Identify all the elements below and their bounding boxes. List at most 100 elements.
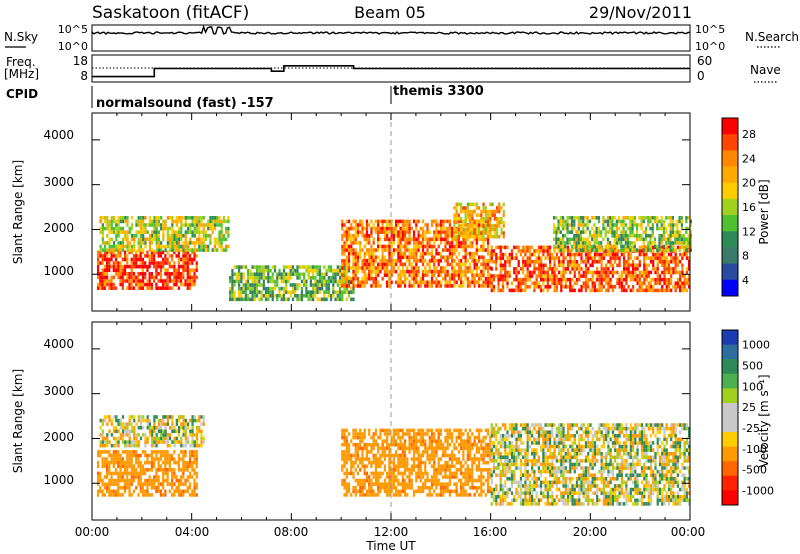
power-cell (350, 297, 353, 302)
power-cell (300, 272, 304, 277)
power-cell (406, 219, 409, 224)
power-cell (495, 252, 498, 257)
power-cell (141, 257, 145, 262)
power-cell (495, 227, 499, 232)
power-cell (354, 262, 357, 267)
velocity-cell (392, 460, 395, 465)
velocity-cell (157, 436, 161, 441)
power-cell (193, 241, 196, 245)
power-cell (262, 293, 265, 298)
velocity-cell (399, 439, 402, 443)
power-cell (564, 267, 567, 271)
power-cell (654, 288, 657, 293)
power-cell (305, 265, 308, 269)
power-cell (314, 293, 317, 298)
power-cell (508, 270, 511, 275)
velocity-cell (354, 478, 357, 483)
power-cell (170, 264, 174, 269)
power-cell (589, 270, 592, 275)
velocity-cell (406, 493, 409, 497)
velocity-cell (417, 453, 420, 458)
power-cell (629, 219, 632, 224)
power-cell (480, 216, 483, 221)
power-cell (582, 274, 585, 278)
power-cell (477, 213, 481, 217)
velocity-cell (408, 446, 411, 451)
power-cell (397, 233, 400, 238)
power-cell (533, 267, 536, 271)
power-cell (471, 269, 474, 274)
power-cell (180, 230, 183, 234)
power-cell (191, 257, 194, 262)
velocity-cell (155, 485, 158, 490)
velocity-cell (121, 475, 124, 479)
velocity-cell (144, 433, 147, 437)
power-cell (273, 286, 277, 291)
power-cell (667, 233, 670, 238)
velocity-cell (397, 478, 400, 483)
power-cell (168, 264, 171, 269)
power-cell (669, 230, 672, 234)
velocity-cell (386, 428, 389, 433)
power-cell (150, 282, 154, 287)
power-cell (607, 281, 610, 286)
velocity-cell (200, 415, 203, 419)
power-cell (417, 230, 420, 234)
velocity-cell (106, 440, 109, 444)
power-cell (128, 279, 131, 283)
power-cell (240, 290, 243, 294)
power-cell (609, 230, 612, 234)
velocity-cell (137, 464, 140, 469)
power-cell (193, 272, 196, 276)
power-cell (386, 280, 389, 285)
power-cell (271, 265, 274, 269)
power-cell (130, 257, 133, 262)
power-cell (665, 241, 668, 245)
velocity-cell (195, 460, 198, 465)
velocity-cell (162, 440, 165, 444)
velocity-cell (193, 440, 196, 444)
velocity-cell (153, 422, 156, 426)
velocity-cell (439, 493, 443, 497)
power-cell (303, 279, 306, 284)
power-cell (142, 223, 145, 227)
power-cell (598, 252, 601, 257)
power-cell (455, 269, 458, 274)
power-cell (437, 230, 440, 234)
velocity-cell (426, 478, 429, 483)
power-cell (216, 219, 219, 224)
power-cell (493, 224, 496, 228)
velocity-cell (186, 489, 189, 494)
power-cell (189, 223, 192, 227)
power-cell (264, 276, 268, 280)
velocity-cell (126, 475, 129, 479)
velocity-cell (408, 439, 411, 443)
power-cell (636, 274, 639, 278)
velocity-cell (388, 428, 391, 433)
velocity-cell (153, 464, 156, 469)
velocity-cell (166, 440, 169, 444)
power-cell (117, 254, 120, 258)
power-cell (421, 273, 425, 277)
power-cell (171, 233, 174, 238)
power-cell (611, 219, 614, 224)
power-cell (314, 290, 317, 294)
power-cell (110, 286, 113, 290)
power-cell (352, 255, 355, 260)
power-cell (112, 219, 116, 224)
velocity-cell (193, 418, 196, 423)
power-cell (135, 223, 138, 227)
velocity-cell (368, 482, 371, 486)
power-cell (341, 266, 344, 270)
power-cell (620, 223, 623, 227)
velocity-cell (428, 446, 431, 451)
velocity-cell (106, 415, 109, 419)
power-cell (403, 219, 407, 224)
velocity-cell (153, 440, 156, 444)
power-cell (296, 272, 299, 277)
power-cell (471, 219, 474, 224)
velocity-cell (135, 471, 138, 476)
power-cell (323, 297, 326, 302)
power-cell (177, 272, 180, 276)
